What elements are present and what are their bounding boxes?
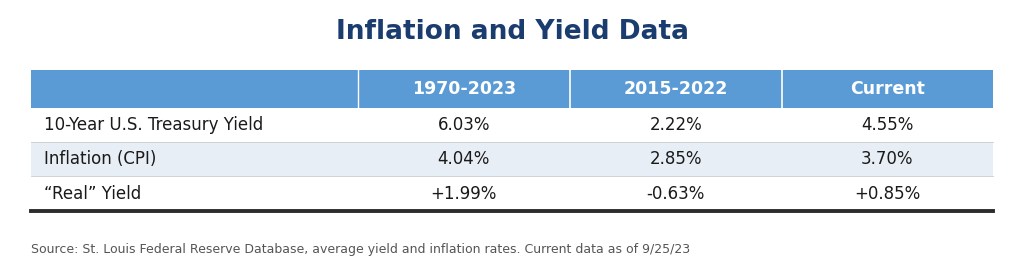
Bar (31, 108, 358, 142)
Text: 10-Year U.S. Treasury Yield: 10-Year U.S. Treasury Yield (44, 116, 263, 134)
Bar (358, 176, 569, 211)
Bar (781, 108, 993, 142)
Bar (31, 142, 358, 176)
Bar (358, 142, 569, 176)
Text: Inflation and Yield Data: Inflation and Yield Data (336, 19, 688, 45)
Text: +1.99%: +1.99% (431, 184, 497, 202)
Text: “Real” Yield: “Real” Yield (44, 184, 141, 202)
Bar (31, 176, 358, 211)
Text: Source: St. Louis Federal Reserve Database, average yield and inflation rates. C: Source: St. Louis Federal Reserve Databa… (31, 244, 690, 256)
Text: 4.04%: 4.04% (437, 150, 490, 168)
Bar (569, 108, 781, 142)
Text: +0.85%: +0.85% (854, 184, 921, 202)
Bar (569, 70, 781, 108)
Text: 2.85%: 2.85% (649, 150, 701, 168)
Text: 1970-2023: 1970-2023 (412, 80, 516, 98)
Bar (781, 70, 993, 108)
Bar (358, 108, 569, 142)
Text: Inflation (CPI): Inflation (CPI) (44, 150, 157, 168)
Bar (781, 176, 993, 211)
Bar (569, 142, 781, 176)
Text: 4.55%: 4.55% (861, 116, 913, 134)
Text: 3.70%: 3.70% (861, 150, 913, 168)
Bar (569, 176, 781, 211)
Bar (358, 70, 569, 108)
Bar (781, 142, 993, 176)
Text: 6.03%: 6.03% (437, 116, 490, 134)
Bar (31, 70, 358, 108)
Text: 2015-2022: 2015-2022 (624, 80, 728, 98)
Text: -0.63%: -0.63% (646, 184, 705, 202)
Text: 2.22%: 2.22% (649, 116, 702, 134)
Text: Current: Current (850, 80, 925, 98)
